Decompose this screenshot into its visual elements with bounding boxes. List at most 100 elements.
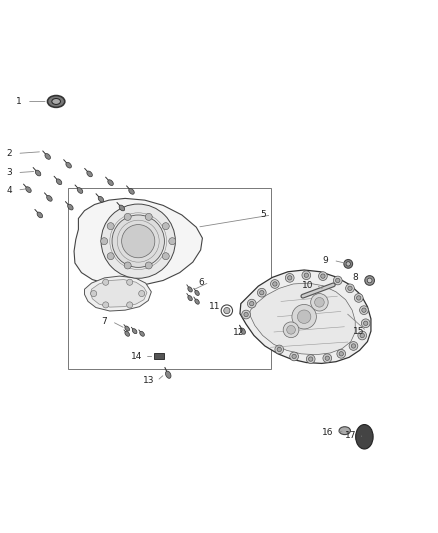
Circle shape: [273, 282, 277, 286]
Circle shape: [346, 284, 354, 293]
Ellipse shape: [140, 332, 145, 336]
Ellipse shape: [125, 332, 130, 336]
Circle shape: [365, 276, 374, 285]
Circle shape: [325, 356, 329, 360]
Circle shape: [333, 276, 342, 285]
Circle shape: [292, 304, 316, 329]
Text: 9: 9: [323, 256, 328, 265]
Ellipse shape: [195, 290, 199, 295]
Text: 1: 1: [16, 97, 22, 106]
Circle shape: [162, 253, 169, 260]
Circle shape: [271, 280, 279, 288]
Ellipse shape: [188, 296, 192, 301]
Circle shape: [349, 342, 358, 350]
Polygon shape: [250, 283, 355, 354]
Ellipse shape: [129, 189, 134, 194]
Circle shape: [127, 302, 133, 308]
Circle shape: [127, 279, 133, 285]
Circle shape: [318, 272, 327, 280]
Circle shape: [107, 223, 114, 230]
Text: 14: 14: [131, 352, 143, 361]
Circle shape: [122, 224, 155, 258]
Circle shape: [286, 273, 294, 282]
Circle shape: [102, 279, 109, 285]
Circle shape: [362, 308, 366, 312]
Circle shape: [145, 213, 152, 220]
Polygon shape: [85, 276, 151, 311]
Circle shape: [288, 276, 292, 280]
Circle shape: [361, 319, 370, 328]
Text: 2: 2: [7, 149, 12, 158]
Circle shape: [124, 262, 131, 269]
Text: 16: 16: [322, 428, 334, 437]
Polygon shape: [240, 270, 371, 364]
Circle shape: [277, 348, 282, 352]
Circle shape: [337, 350, 346, 358]
Circle shape: [102, 302, 109, 308]
Circle shape: [302, 271, 311, 280]
Circle shape: [139, 290, 145, 297]
Polygon shape: [91, 280, 147, 307]
Text: 10: 10: [302, 281, 314, 290]
Text: 15: 15: [353, 327, 364, 336]
Circle shape: [364, 321, 368, 326]
Circle shape: [145, 262, 152, 269]
Ellipse shape: [45, 154, 50, 159]
Ellipse shape: [125, 326, 130, 331]
Circle shape: [101, 204, 175, 278]
Circle shape: [297, 310, 311, 324]
Ellipse shape: [47, 95, 65, 107]
Circle shape: [250, 302, 254, 306]
Text: 11: 11: [209, 302, 220, 311]
Circle shape: [360, 333, 364, 338]
Ellipse shape: [37, 212, 42, 218]
Ellipse shape: [67, 204, 73, 210]
Text: 5: 5: [261, 211, 266, 220]
Ellipse shape: [87, 171, 92, 177]
Circle shape: [112, 215, 164, 268]
Ellipse shape: [119, 205, 125, 211]
Circle shape: [308, 357, 313, 361]
Circle shape: [101, 238, 108, 245]
Ellipse shape: [166, 371, 171, 378]
Ellipse shape: [35, 170, 41, 176]
Text: 17: 17: [345, 431, 357, 440]
Ellipse shape: [26, 187, 31, 192]
Circle shape: [351, 344, 356, 348]
Circle shape: [336, 278, 340, 282]
Circle shape: [357, 296, 361, 300]
Circle shape: [169, 238, 176, 245]
Circle shape: [91, 290, 97, 297]
Circle shape: [321, 274, 325, 278]
Ellipse shape: [132, 329, 137, 334]
Circle shape: [360, 306, 368, 314]
Circle shape: [275, 345, 284, 354]
Text: 12: 12: [233, 328, 244, 337]
Circle shape: [283, 322, 299, 338]
Ellipse shape: [66, 162, 71, 168]
Circle shape: [107, 253, 114, 260]
Ellipse shape: [108, 180, 113, 185]
Ellipse shape: [195, 299, 199, 304]
Ellipse shape: [356, 425, 373, 449]
Circle shape: [242, 310, 251, 319]
Circle shape: [124, 213, 131, 220]
Circle shape: [292, 354, 296, 359]
Circle shape: [244, 312, 248, 317]
Circle shape: [290, 352, 298, 361]
Ellipse shape: [98, 196, 104, 202]
Circle shape: [258, 288, 266, 297]
Circle shape: [224, 308, 230, 314]
Ellipse shape: [188, 287, 192, 292]
Ellipse shape: [52, 99, 60, 104]
Ellipse shape: [47, 196, 52, 201]
Circle shape: [323, 354, 332, 362]
Ellipse shape: [339, 427, 350, 434]
Text: 3: 3: [7, 168, 12, 177]
Circle shape: [354, 294, 363, 302]
Ellipse shape: [77, 188, 83, 193]
Circle shape: [260, 290, 264, 295]
Polygon shape: [74, 198, 202, 286]
Circle shape: [348, 286, 352, 290]
Text: 7: 7: [101, 317, 107, 326]
